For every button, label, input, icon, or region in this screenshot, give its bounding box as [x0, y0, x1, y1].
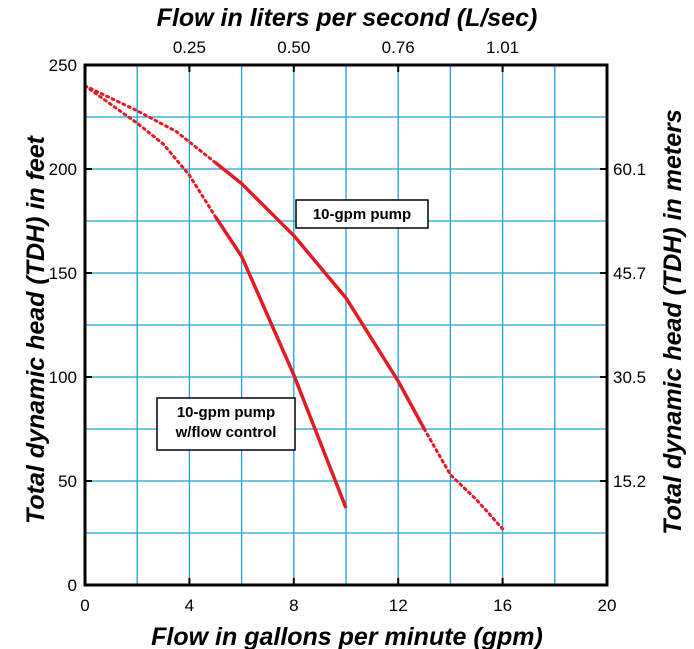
- x2-tick-label: 0.76: [382, 38, 415, 57]
- y2-tick-label: 30.5: [613, 368, 646, 387]
- x2-tick-label: 0.25: [173, 38, 206, 57]
- series-2-line: [214, 215, 348, 509]
- x-axis-title: Flow in gallons per minute (gpm): [151, 623, 543, 649]
- x-tick-label: 4: [185, 596, 194, 615]
- series-1-extrapolated-end: [422, 427, 505, 531]
- annotation-text-pump: 10-gpm pump: [313, 206, 411, 223]
- annotation-box-flow-control: [156, 397, 296, 451]
- y2-tick-label: 45.7: [613, 264, 646, 283]
- series-layer: [83, 84, 505, 531]
- y-tick-label: 150: [49, 264, 77, 283]
- series-1-extrapolated-start: [83, 84, 217, 165]
- annotation-text-flow-control: w/flow control: [175, 424, 277, 441]
- series-1-line: [214, 161, 426, 430]
- y-tick-label: 100: [49, 368, 77, 387]
- x-tick-label: 16: [493, 596, 512, 615]
- series-2-extrapolated-start: [83, 84, 217, 219]
- x-tick-label: 8: [289, 596, 298, 615]
- y-tick-label: 250: [49, 56, 77, 75]
- y-tick-label: 0: [68, 576, 77, 595]
- annotation-text-flow-control: 10-gpm pump: [177, 404, 275, 421]
- x-tick-label: 0: [80, 596, 89, 615]
- x-tick-label: 20: [598, 596, 617, 615]
- y2-tick-label: 15.2: [613, 472, 646, 491]
- x-tick-label: 12: [389, 596, 408, 615]
- x2-tick-label: 1.01: [486, 38, 519, 57]
- annotations: 10-gpm pump 10-gpm pump w/flow control: [156, 199, 429, 451]
- y-tick-label: 200: [49, 160, 77, 179]
- plot-frame: [83, 63, 609, 587]
- y2-axis-title: Total dynamic head (TDH) in meters: [659, 109, 687, 535]
- y-tick-label: 50: [58, 472, 77, 491]
- y2-tick-label: 60.1: [613, 160, 646, 179]
- x2-axis-title: Flow in liters per second (L/sec): [157, 4, 538, 32]
- y-axis-title: Total dynamic head (TDH) in feet: [22, 134, 50, 524]
- x2-tick-label: 0.50: [277, 38, 310, 57]
- annotation-box-pump: [295, 199, 429, 229]
